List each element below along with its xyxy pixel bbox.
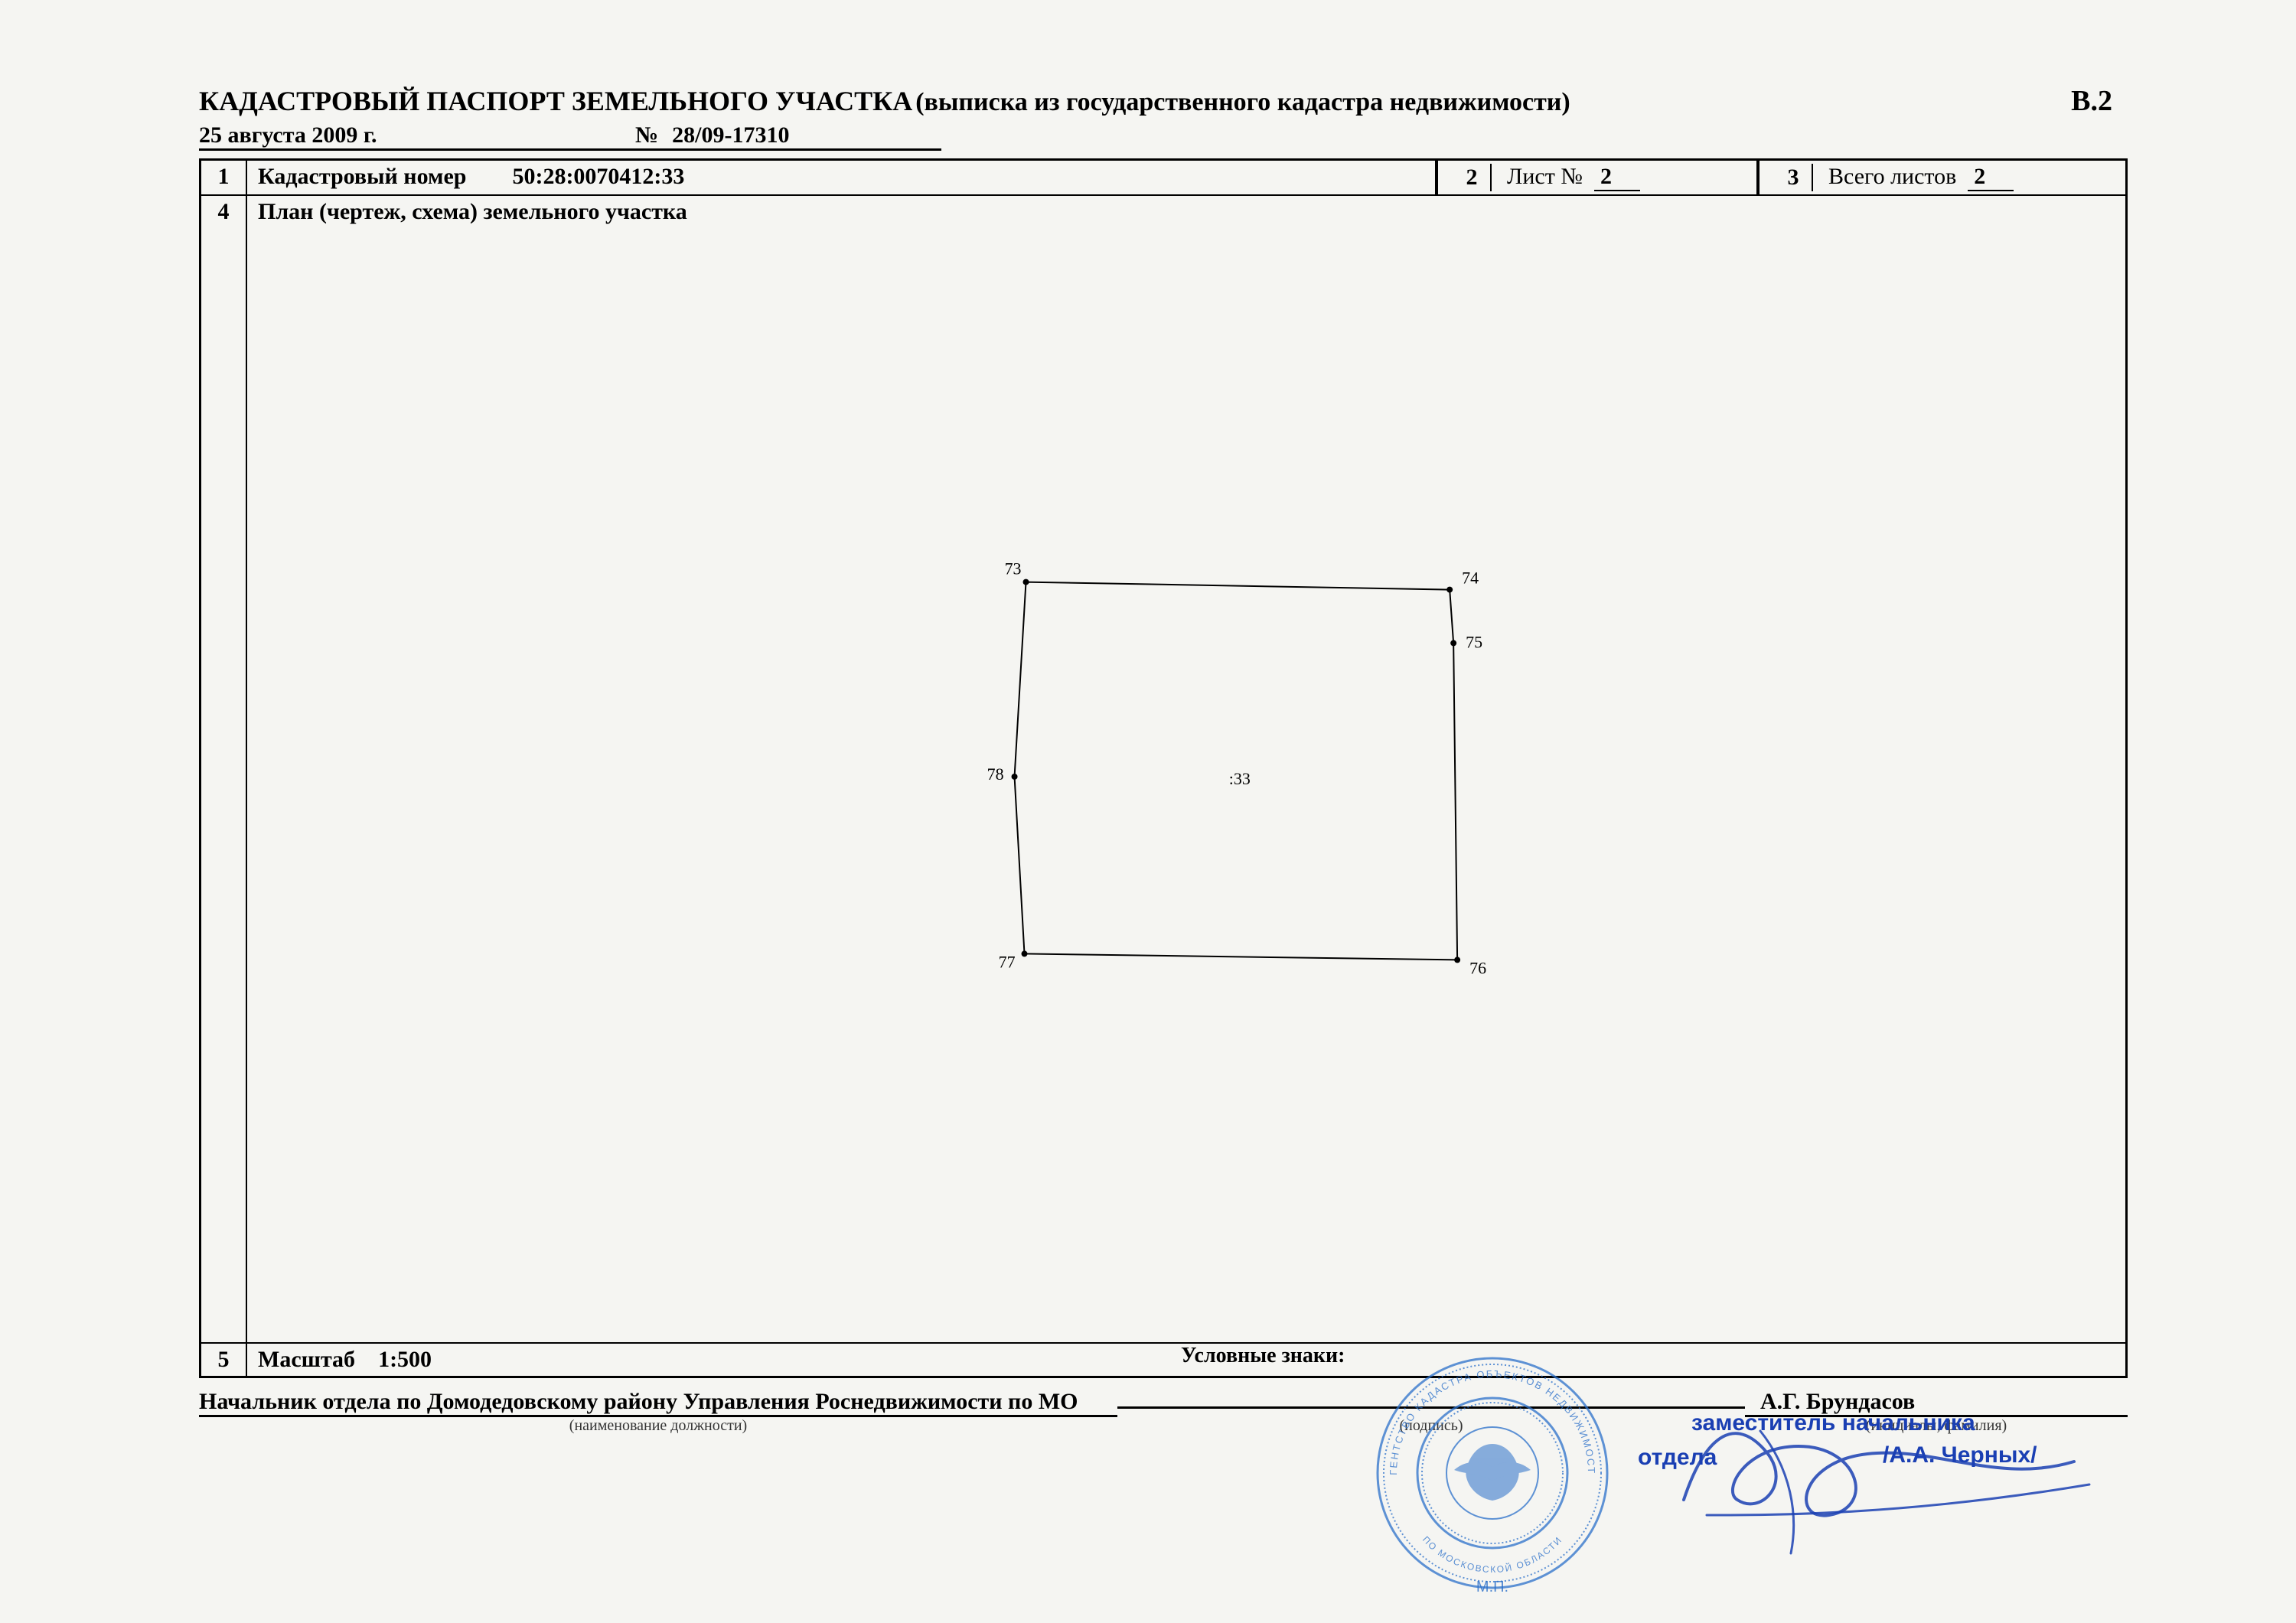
svg-text:75: 75 [1466, 632, 1482, 651]
deputy-line1: заместитель начальника [1691, 1410, 1975, 1436]
issue-date: 25 августа 2009 г. [199, 122, 612, 148]
footer-post: Начальник отдела по Домодедовскому район… [199, 1389, 1117, 1417]
cell-5-n: 5 [201, 1344, 247, 1376]
footer-signature-line [1117, 1406, 1745, 1409]
doc-subtitle: (выписка из государственного кадастра не… [915, 88, 1570, 116]
svg-text:76: 76 [1469, 958, 1486, 977]
hint-post: (наименование должности) [199, 1417, 1117, 1435]
cadastral-number: 50:28:0070412:33 [512, 164, 684, 190]
issue-num-label: № [635, 122, 658, 148]
hint-sig: (подпись) [1117, 1417, 1745, 1435]
svg-text:М.П.: М.П. [1476, 1579, 1508, 1595]
svg-text:73: 73 [1005, 559, 1022, 578]
svg-text:74: 74 [1462, 569, 1479, 588]
official-stamp: АГЕНТСТВО КАДАСТРА ОБЪЕКТОВ НЕДВИЖИМОСТИ… [1370, 1351, 1615, 1595]
main-frame: 1 Кадастровый номер 50:28:0070412:33 2 Л… [199, 158, 2128, 1378]
cell-3-n: 3 [1775, 164, 1813, 191]
doc-title: КАДАСТРОВЫЙ ПАСПОРТ ЗЕМЕЛЬНОГО УЧАСТКА [199, 86, 912, 116]
svg-text:78: 78 [987, 764, 1004, 784]
cell-2-n: 2 [1453, 164, 1492, 191]
sheet-value: 2 [1594, 164, 1640, 191]
total-sheets-value: 2 [1968, 164, 2014, 191]
deputy-name: /А.А. Черных/ [1883, 1442, 2037, 1468]
scale-label: Масштаб [258, 1347, 355, 1373]
row-plan: 4 План (чертеж, схема) земельного участк… [201, 196, 2125, 1344]
cadastral-label: Кадастровый номер [258, 164, 466, 190]
row-cadastral: 1 Кадастровый номер 50:28:0070412:33 2 Л… [201, 161, 2125, 196]
scale-value: 1:500 [378, 1347, 432, 1373]
svg-text::33: :33 [1229, 769, 1251, 788]
row-scale: 5 Масштаб 1:500 Условные знаки: [201, 1344, 2125, 1376]
svg-text:77: 77 [999, 952, 1016, 971]
total-sheets-label: Всего листов [1828, 164, 1956, 190]
sheet-label: Лист № [1507, 164, 1583, 190]
cell-4-n: 4 [201, 196, 247, 1342]
svg-text:ПО МОСКОВСКОЙ ОБЛАСТИ: ПО МОСКОВСКОЙ ОБЛАСТИ [1420, 1534, 1564, 1575]
issue-num: 28/09-17310 [672, 122, 789, 148]
land-plot-svg: 73 74 75 78 76 77 :33 [247, 196, 2125, 1342]
page-mark: В.2 [2071, 84, 2112, 118]
legend-label: Условные знаки: [1181, 1344, 1345, 1368]
cell-1-n: 1 [201, 161, 247, 194]
deputy-line2: отдела [1638, 1445, 1717, 1471]
